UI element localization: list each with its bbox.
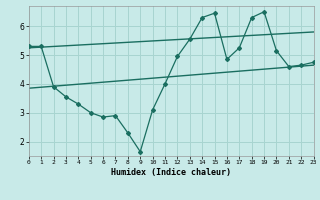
- X-axis label: Humidex (Indice chaleur): Humidex (Indice chaleur): [111, 168, 231, 177]
